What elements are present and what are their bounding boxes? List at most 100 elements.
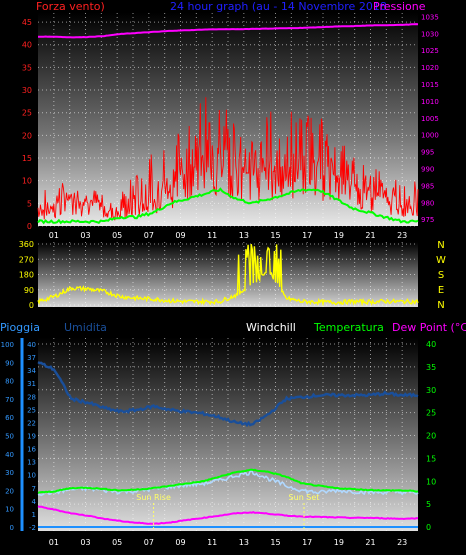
x-tick-label: 05 xyxy=(112,231,122,240)
temperature-y-tick-label: 0 xyxy=(426,523,431,532)
humidity-y-tick-label: 1 xyxy=(32,511,36,519)
compass-label: W xyxy=(436,255,446,266)
wind-y-tick-label: 10 xyxy=(22,177,32,186)
header-left-label: Forza vento) xyxy=(36,0,105,13)
rain-y-tick-label: 30 xyxy=(5,469,14,477)
humidity-y-tick-label: -2 xyxy=(29,524,36,532)
pressure-y-tick-label: 980 xyxy=(421,199,434,207)
rain-y-tick-label: 60 xyxy=(5,414,14,422)
humidity-y-tick-label: 10 xyxy=(27,472,36,480)
pressure-y-tick-label: 1035 xyxy=(421,13,439,21)
rain-y-tick-label: 70 xyxy=(5,396,14,404)
wind-y-tick-label: 15 xyxy=(22,154,32,163)
humidity-y-tick-label: 25 xyxy=(27,406,36,414)
x-tick-label: 09 xyxy=(175,538,185,547)
wind-y-tick-label: 40 xyxy=(22,41,32,50)
rain-y-tick-label: 90 xyxy=(5,359,14,367)
rain-header-label: Pioggia xyxy=(0,321,40,334)
humidity-y-tick-label: 16 xyxy=(27,446,36,454)
series-layer xyxy=(20,23,419,531)
x-tick-label: 13 xyxy=(239,538,249,547)
temperature-y-tick-label: 25 xyxy=(426,409,436,418)
x-tick-label: 17 xyxy=(302,538,312,547)
humidity-y-tick-label: 37 xyxy=(27,354,36,362)
humidity-y-tick-label: 13 xyxy=(27,459,36,467)
x-tick-label: 19 xyxy=(334,231,344,240)
wind-average-line xyxy=(37,187,419,225)
x-tick-label: 11 xyxy=(207,231,217,240)
pressure-y-tick-label: 1030 xyxy=(421,30,439,38)
rain-y-tick-label: 10 xyxy=(5,506,14,514)
pressure-y-tick-label: 1015 xyxy=(421,81,439,89)
wind-direction-line xyxy=(37,244,419,307)
x-tick-label: 15 xyxy=(270,231,280,240)
rain-y-tick-label: 20 xyxy=(5,487,14,495)
temperature-header-label: Temperatura xyxy=(313,321,384,334)
pressure-y-tick-label: 985 xyxy=(421,182,434,190)
sun-annotation-label: Sun Set xyxy=(289,493,320,502)
pressure-y-tick-label: 1025 xyxy=(421,47,439,55)
rain-y-tick-label: 50 xyxy=(5,433,14,441)
x-tick-label: 23 xyxy=(397,231,407,240)
temperature-y-tick-label: 10 xyxy=(426,477,436,486)
direction-y-tick-label: 180 xyxy=(19,271,34,280)
wind-y-tick-label: 0 xyxy=(27,222,32,231)
pressure-y-tick-label: 990 xyxy=(421,166,434,174)
rain-y-tick-label: 0 xyxy=(10,524,14,532)
windchill-header-label: Windchill xyxy=(246,321,296,334)
wind-plot-area xyxy=(38,13,418,226)
x-tick-label: 17 xyxy=(302,231,312,240)
temperature-y-tick-label: 30 xyxy=(426,386,436,395)
humidity-y-tick-label: 22 xyxy=(27,419,36,427)
x-tick-label: 01 xyxy=(49,538,59,547)
temperature-line xyxy=(37,468,419,494)
humidity-y-tick-label: 7 xyxy=(32,485,36,493)
x-tick-label: 03 xyxy=(80,538,90,547)
x-tick-label: 11 xyxy=(207,538,217,547)
rain-y-tick-label: 40 xyxy=(5,451,14,459)
direction-y-tick-label: 90 xyxy=(24,286,34,295)
wind-y-tick-label: 30 xyxy=(22,86,32,95)
direction-y-tick-label: 270 xyxy=(19,255,34,264)
x-tick-label: 03 xyxy=(80,231,90,240)
axis-labels: 0510152025303540459759809859909951000100… xyxy=(1,13,446,547)
temperature-y-tick-label: 15 xyxy=(426,454,436,463)
dewpoint-header-label: Dew Point (°C) xyxy=(392,321,466,334)
temperature-y-tick-label: 5 xyxy=(426,500,431,509)
humidity-y-tick-label: 28 xyxy=(27,393,36,401)
compass-label: S xyxy=(438,270,444,281)
temperature-y-tick-label: 40 xyxy=(426,340,436,349)
humidity-line xyxy=(37,361,419,428)
pressure-y-tick-label: 995 xyxy=(421,149,434,157)
pressure-line xyxy=(38,23,419,39)
x-tick-label: 05 xyxy=(112,538,122,547)
pressure-y-tick-label: 1005 xyxy=(421,115,439,123)
header-right-label: Pressione xyxy=(373,0,426,13)
humidity-y-tick-label: 40 xyxy=(27,341,36,349)
pressure-y-tick-label: 975 xyxy=(421,216,434,224)
wind-y-tick-label: 5 xyxy=(27,199,32,208)
rain-y-tick-label: 100 xyxy=(1,341,14,349)
humidity-y-tick-label: 19 xyxy=(27,433,36,441)
x-tick-label: 15 xyxy=(270,538,280,547)
wind-y-tick-label: 20 xyxy=(22,131,32,140)
humidity-y-tick-label: 34 xyxy=(27,367,36,375)
x-tick-label: 13 xyxy=(239,231,249,240)
pressure-y-tick-label: 1020 xyxy=(421,64,439,72)
x-tick-label: 07 xyxy=(144,538,154,547)
compass-label: N xyxy=(437,300,444,311)
x-tick-label: 21 xyxy=(365,538,375,547)
dewpoint-line xyxy=(37,505,419,525)
x-tick-label: 21 xyxy=(365,231,375,240)
temperature-y-tick-label: 35 xyxy=(426,363,436,372)
x-tick-label: 19 xyxy=(334,538,344,547)
compass-label: N xyxy=(437,240,444,251)
rain-y-tick-label: 80 xyxy=(5,378,14,386)
header-center-label: 24 hour graph (au - 14 Novembre 2018 xyxy=(170,0,387,13)
direction-y-tick-label: 360 xyxy=(19,240,34,249)
compass-label: E xyxy=(438,285,444,296)
wind-y-tick-label: 25 xyxy=(22,109,32,118)
x-tick-label: 09 xyxy=(175,231,185,240)
humidity-y-tick-label: 4 xyxy=(32,498,37,506)
